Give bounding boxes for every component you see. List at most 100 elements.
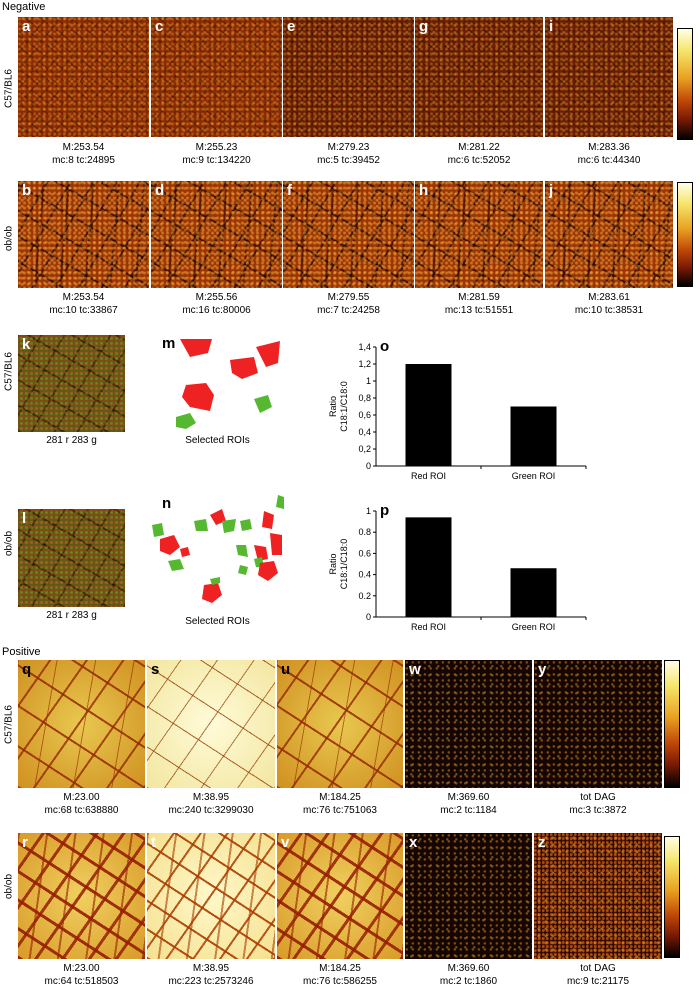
msi-image-v: v <box>277 833 403 959</box>
panel-letter: w <box>409 661 421 678</box>
caption-mass: M:255.23 <box>195 142 238 153</box>
roi-red <box>258 561 278 581</box>
roi-green <box>240 519 252 531</box>
caption-mass: M:38.95 <box>192 792 230 803</box>
caption-g: M:281.22 mc:6 tc:52052 <box>415 141 543 167</box>
roi-red <box>180 547 190 557</box>
y-tick-label: 0.8 <box>358 527 371 537</box>
row-label-c57-overlay: C57/BL6 <box>3 352 15 391</box>
msi-image-d: d <box>151 181 282 288</box>
overlay-image-l: l <box>18 509 125 607</box>
msi-image-i: i <box>545 17 673 137</box>
caption-a: M:253.54 mc:8 tc:24895 <box>18 141 149 167</box>
msi-image-w: w <box>405 660 532 788</box>
panel-letter-p: p <box>380 502 389 519</box>
caption-mass: M:279.23 <box>327 142 370 153</box>
bar-red-roi <box>405 517 452 617</box>
panel-letter: m <box>162 335 176 352</box>
panel-letter: r <box>22 834 28 851</box>
msi-image-u: u <box>277 660 403 788</box>
roi-red <box>160 535 180 555</box>
roi-red <box>254 545 268 561</box>
panel-letter: k <box>22 336 31 353</box>
bar-red-roi <box>405 364 452 466</box>
caption-counts: mc:76 tc:751063 <box>303 805 377 816</box>
caption-f: M:279.55 mc:7 tc:24258 <box>283 291 414 317</box>
caption-j: M:283.61 mc:10 tc:38531 <box>545 291 673 317</box>
caption-mass: M:283.36 <box>588 142 630 153</box>
caption-counts: mc:6 tc:52052 <box>447 155 511 166</box>
caption-counts: mc:2 tc:1184 <box>440 805 497 816</box>
y-tick-label: 0,4 <box>358 427 371 437</box>
y-tick-label: 1 <box>366 376 371 386</box>
intensity-colorbar-pos-obob <box>664 836 680 958</box>
caption-counts: mc:9 tc:134220 <box>182 155 251 166</box>
caption-mass: tot DAG <box>580 792 616 803</box>
row-label-c57-pos: C57/BL6 <box>3 705 15 744</box>
roi-shapes-n <box>152 495 284 603</box>
caption-mass: M:184.25 <box>319 963 361 974</box>
msi-image-g: g <box>415 17 543 137</box>
caption-i: M:283.36 mc:6 tc:44340 <box>545 141 673 167</box>
caption-mass: M:253.54 <box>62 142 105 153</box>
panel-letter-o: o <box>380 338 389 355</box>
y-tick-label: 0 <box>366 612 371 622</box>
panel-letter: z <box>538 834 546 851</box>
caption-d: M:255.56 mc:16 tc:80006 <box>151 291 282 317</box>
y-axis-label: RatioC18:1/C18:0 <box>328 381 349 432</box>
roi-red <box>182 383 214 411</box>
y-tick-label: 0.4 <box>358 570 371 580</box>
intensity-colorbar-pos-c57 <box>664 660 680 788</box>
section-label-negative: Negative <box>2 1 46 13</box>
caption-k: 281 r 283 g <box>46 435 97 446</box>
caption-mass: M:38.95 <box>192 963 230 974</box>
bar-chart-p: p 0 0.2 0.4 0.6 0.8 1 RatioC18:1/C18:0 Red ROI Gr… <box>328 502 587 632</box>
panel-letter: q <box>22 661 32 678</box>
caption-mass: M:283.61 <box>588 292 630 303</box>
msi-image-z: z <box>534 833 662 959</box>
msi-image-j: j <box>545 181 673 288</box>
roi-panel-n: n <box>150 495 285 610</box>
msi-image-c: c <box>151 17 282 137</box>
caption-mass: M:23.00 <box>63 792 100 803</box>
intensity-colorbar-neg-c57 <box>677 28 693 140</box>
caption-mass: M:184.25 <box>319 792 361 803</box>
panel-letter: c <box>155 18 164 35</box>
caption-y: tot DAG mc:3 tc:3872 <box>534 791 662 817</box>
roi-green <box>194 519 208 531</box>
caption-u: M:184.25 mc:76 tc:751063 <box>277 791 403 817</box>
caption-mass: M:281.22 <box>458 142 500 153</box>
y-tick-label: 0,8 <box>358 393 371 403</box>
msi-image-e: e <box>283 17 414 137</box>
caption-z: tot DAG mc:9 tc:21175 <box>534 962 662 988</box>
caption-counts: mc:13 tc:51551 <box>444 305 514 316</box>
chart-p: p 0 0.2 0.4 0.6 0.8 1 RatioC18:1/C18:0 Red ROI Gr… <box>296 497 616 637</box>
panel-letter: b <box>22 182 32 199</box>
roi-green <box>210 577 220 585</box>
roi-red <box>262 511 274 529</box>
panel-letter: e <box>287 18 296 35</box>
bar-green-roi <box>510 568 557 617</box>
panel-letter: n <box>162 495 172 512</box>
caption-counts: mc:3 tc:3872 <box>569 805 627 816</box>
msi-image-r: r <box>18 833 145 959</box>
overlay-image-k: k <box>18 335 125 432</box>
panel-letter: f <box>287 182 292 199</box>
msi-image-f: f <box>283 181 414 288</box>
x-tick-label: Green ROI <box>512 471 556 481</box>
panel-letter: s <box>151 661 160 678</box>
y-tick-label: 1,2 <box>358 359 371 369</box>
caption-m: Selected ROIs <box>185 435 250 446</box>
msi-image-s: s <box>147 660 275 788</box>
caption-counts: mc:10 tc:33867 <box>49 305 118 316</box>
bar-chart-o: o 0 0,2 0,4 0,6 0,8 1 1,2 1,4 RatioC18:1/C18:0 Red… <box>328 338 587 481</box>
x-tick-label: Red ROI <box>411 471 446 481</box>
row-label-c57-neg: C57/BL6 <box>3 69 15 108</box>
y-tick-label: 0 <box>366 461 371 471</box>
caption-mass: M:369.60 <box>447 963 490 974</box>
row-label-obob-neg: ob/ob <box>3 225 15 252</box>
caption-counts: mc:7 tc:24258 <box>317 305 380 316</box>
y-tick-label: 0.6 <box>358 548 371 558</box>
caption-counts: mc:5 tc:39452 <box>317 155 380 166</box>
caption-counts: mc:76 tc:586255 <box>303 976 377 987</box>
